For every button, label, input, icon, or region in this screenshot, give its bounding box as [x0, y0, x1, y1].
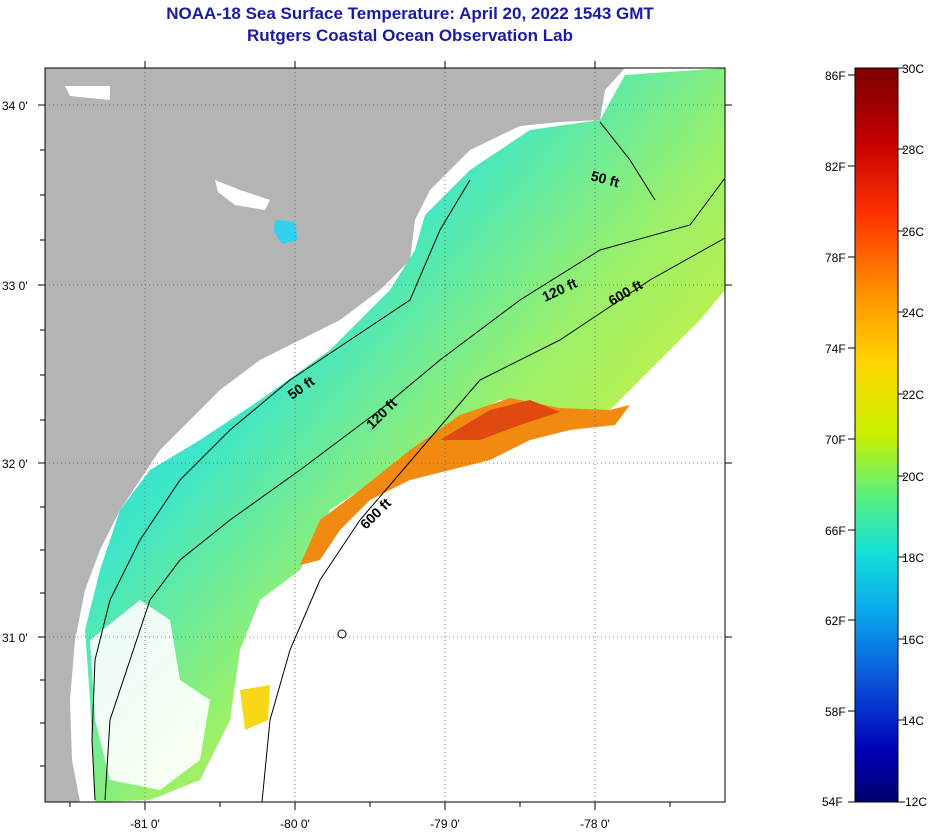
lon-label: -80 0' [280, 817, 310, 831]
lat-label: 32 0' [2, 457, 28, 471]
lon-label: -81 0' [130, 817, 160, 831]
colorbar-c-label: 28C [902, 143, 924, 157]
contour-label: 50 ft [589, 167, 621, 190]
gulf-stream-core [440, 400, 560, 440]
depth-contours [91, 121, 726, 803]
inland-water-2 [65, 86, 110, 100]
colorbar-c-label: 16C [902, 633, 924, 647]
lat-label: 33 0' [2, 279, 28, 293]
contour-600ft [261, 237, 726, 803]
colorbar-c-label: 14C [902, 714, 924, 728]
sea-temperature-field [85, 68, 725, 802]
land-mass [45, 68, 625, 802]
colorbar-c-label: 12C [905, 795, 927, 809]
axis-ticks [38, 61, 732, 810]
map-area: 50 ft 120 ft 600 ft 50 ft 120 ft 600 ft [44, 67, 726, 803]
colorbar-gradient [854, 67, 899, 803]
colorbar-c-label: 26C [902, 225, 924, 239]
colorbar-c-label: 20C [902, 470, 924, 484]
lat-label: 34 0' [2, 99, 28, 113]
colorbar-f-label: 78F [825, 251, 846, 265]
colorbar-f-label: 74F [825, 342, 846, 356]
map-subtitle: Rutgers Coastal Ocean Observation Lab [247, 26, 573, 45]
contour-120ft [104, 177, 726, 801]
contour-50ft-north [599, 121, 656, 201]
contour-50ft [91, 179, 471, 801]
lon-label: -78 0' [580, 817, 610, 831]
colorbar-f-label: 66F [825, 524, 846, 538]
colorbar-f-label: 62F [825, 614, 846, 628]
colorbar: 86F 82F 78F 74F 70F 66F 62F 58F 54F 30C … [822, 62, 927, 809]
cloud-gap [90, 600, 210, 790]
inland-lake [274, 220, 298, 244]
colorbar-c-label: 18C [902, 551, 924, 565]
map-frame [44, 67, 726, 803]
lat-label: 31 0' [2, 631, 28, 645]
map-title: NOAA-18 Sea Surface Temperature: April 2… [166, 4, 654, 23]
warm-patch [240, 685, 270, 730]
colorbar-ticks [848, 67, 905, 803]
colorbar-f-label: 86F [825, 69, 846, 83]
colorbar-c-label: 24C [902, 306, 924, 320]
colorbar-f-label: 54F [822, 795, 843, 809]
colorbar-f-label: 70F [825, 433, 846, 447]
grid-lines [45, 68, 725, 802]
colorbar-c-label: 22C [902, 388, 924, 402]
colorbar-f-label: 82F [825, 160, 846, 174]
inland-water [215, 180, 270, 210]
lon-label: -79 0' [430, 817, 460, 831]
colorbar-c-label: 30C [902, 62, 924, 76]
colorbar-f-label: 58F [825, 705, 846, 719]
